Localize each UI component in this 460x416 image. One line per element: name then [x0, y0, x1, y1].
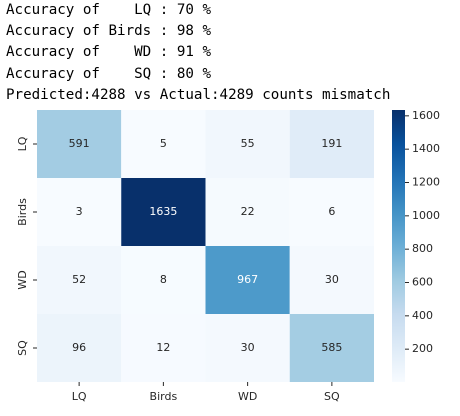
colorbar-tick-label: 800 [412, 242, 433, 255]
y-tick-label: WD [16, 270, 29, 289]
cell-label: 55 [241, 137, 255, 150]
x-tick-label: SQ [324, 390, 340, 403]
cell-label: 585 [321, 341, 342, 354]
cell-label: 191 [321, 137, 342, 150]
cell-label: 6 [328, 205, 335, 218]
colorbar-tick-label: 400 [412, 309, 433, 322]
heatmap-cell [121, 314, 206, 382]
y-tick-label: LQ [16, 136, 29, 151]
output-text: Accuracy of LQ : 70 % Accuracy of Birds :… [6, 0, 390, 106]
cell-label: 8 [160, 273, 167, 286]
cell-label: 1635 [149, 205, 177, 218]
heatmap-cell [121, 110, 206, 178]
colorbar-tick-label: 1400 [412, 142, 440, 155]
y-tick-label: SQ [16, 340, 29, 356]
colorbar-tick-label: 1000 [412, 209, 440, 222]
colorbar-tick-label: 600 [412, 276, 433, 289]
heatmap-cell [121, 246, 206, 314]
output-line: Accuracy of Birds : 98 % [6, 23, 211, 40]
cell-label: 591 [69, 137, 90, 150]
heatmap-cell [289, 110, 374, 178]
cell-label: 30 [241, 341, 255, 354]
output-line: Accuracy of WD : 91 % [6, 44, 211, 61]
heatmap-cell [289, 314, 374, 382]
cell-label: 967 [237, 273, 258, 286]
x-tick-label: WD [238, 390, 257, 403]
cell-label: 22 [241, 205, 255, 218]
y-tick-label: Birds [16, 198, 29, 226]
colorbar-tick-label: 1200 [412, 176, 440, 189]
heatmap-cell [205, 178, 290, 246]
output-line: Predicted:4288 vs Actual:4289 counts mis… [6, 86, 391, 103]
heatmap-cell [37, 178, 122, 246]
cell-label: 52 [72, 273, 86, 286]
output-line: Accuracy of SQ : 80 % [6, 65, 211, 82]
heatmap-cell [289, 246, 374, 314]
cell-label: 5 [160, 137, 167, 150]
x-tick-label: LQ [72, 390, 87, 403]
cell-label: 96 [72, 341, 86, 354]
colorbar-tick-label: 200 [412, 342, 433, 355]
heatmap-cell [121, 178, 206, 246]
heatmap-cell [37, 110, 122, 178]
heatmap-cell [205, 314, 290, 382]
x-tick-label: Birds [150, 390, 178, 403]
colorbar-tick-label: 1600 [412, 109, 440, 122]
heatmap-cell [37, 246, 122, 314]
heatmap-cell [289, 178, 374, 246]
heatmap-cell [205, 110, 290, 178]
cell-label: 30 [325, 273, 339, 286]
heatmap-cell [37, 314, 122, 382]
heatmap-cell [205, 246, 290, 314]
colorbar [392, 110, 405, 382]
output-line: Accuracy of LQ : 70 % [6, 2, 211, 18]
cell-label: 12 [156, 341, 170, 354]
cell-label: 3 [76, 205, 83, 218]
